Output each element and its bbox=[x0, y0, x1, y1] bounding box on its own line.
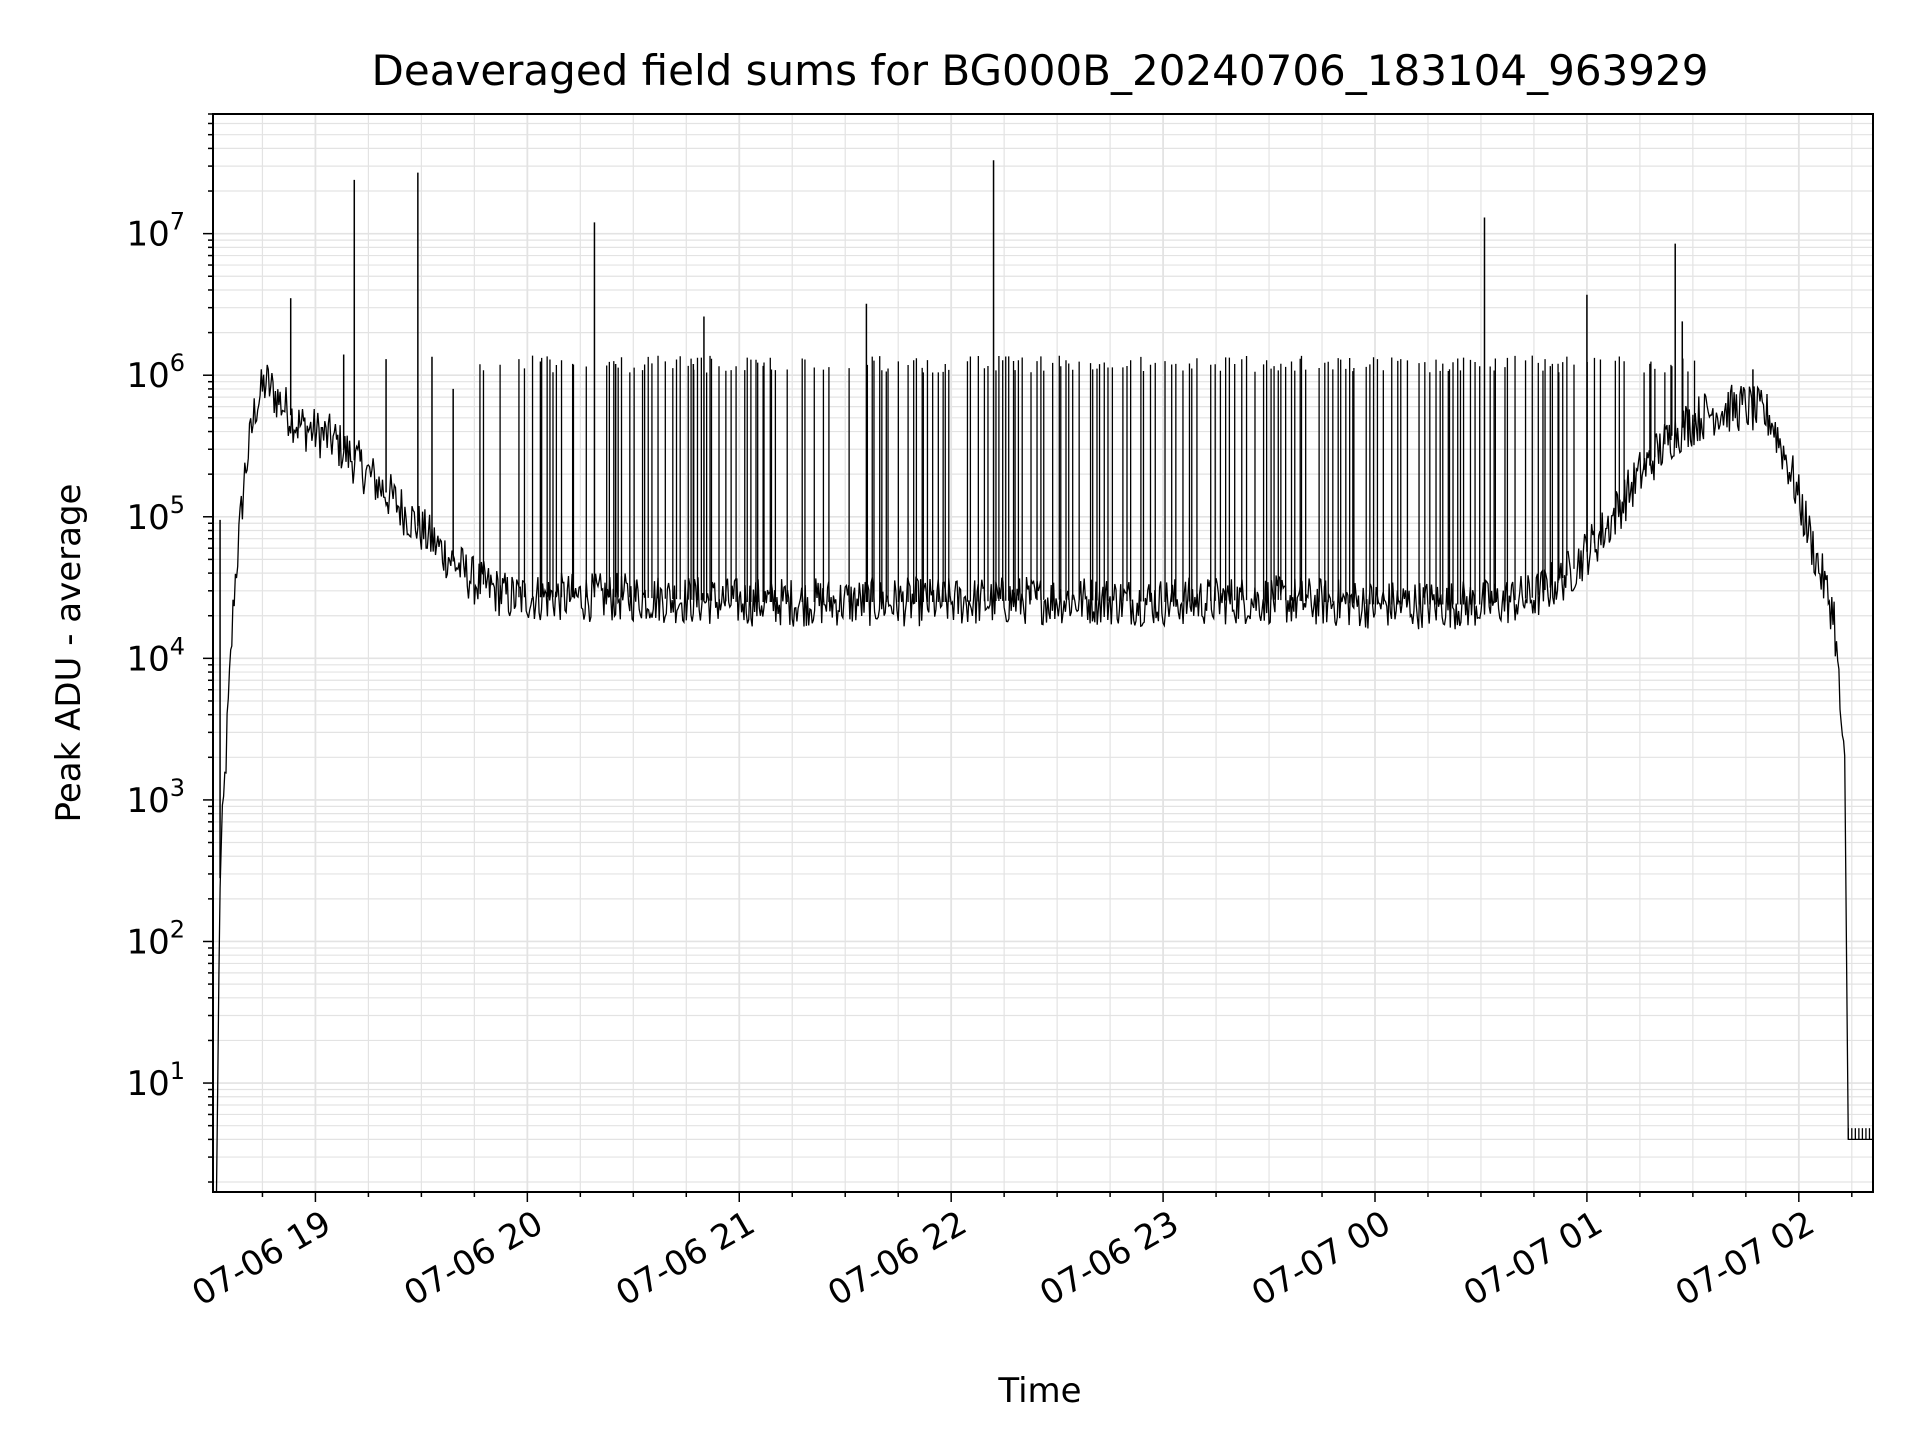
y-tick-label: 102 bbox=[126, 915, 185, 962]
plot-frame bbox=[212, 113, 1874, 1193]
y-axis-title: Peak ADU - average bbox=[49, 484, 89, 823]
y-tick-label: 106 bbox=[126, 349, 185, 396]
series-layer bbox=[215, 160, 1874, 1193]
y-tick-label: 107 bbox=[126, 208, 185, 255]
y-tick-label: 104 bbox=[126, 632, 185, 679]
series-trace bbox=[215, 364, 1873, 1193]
y-tick-label: 103 bbox=[126, 774, 185, 821]
chart-title: Deaveraged field sums for BG000B_2024070… bbox=[372, 46, 1709, 95]
y-tick-label: 101 bbox=[126, 1057, 185, 1104]
x-axis-title: Time bbox=[997, 1371, 1081, 1411]
grid-layer bbox=[213, 113, 1873, 1192]
y-axis: 101 102 103 104 105 106 107 bbox=[126, 113, 213, 1183]
y-tick-label: 105 bbox=[126, 491, 185, 538]
